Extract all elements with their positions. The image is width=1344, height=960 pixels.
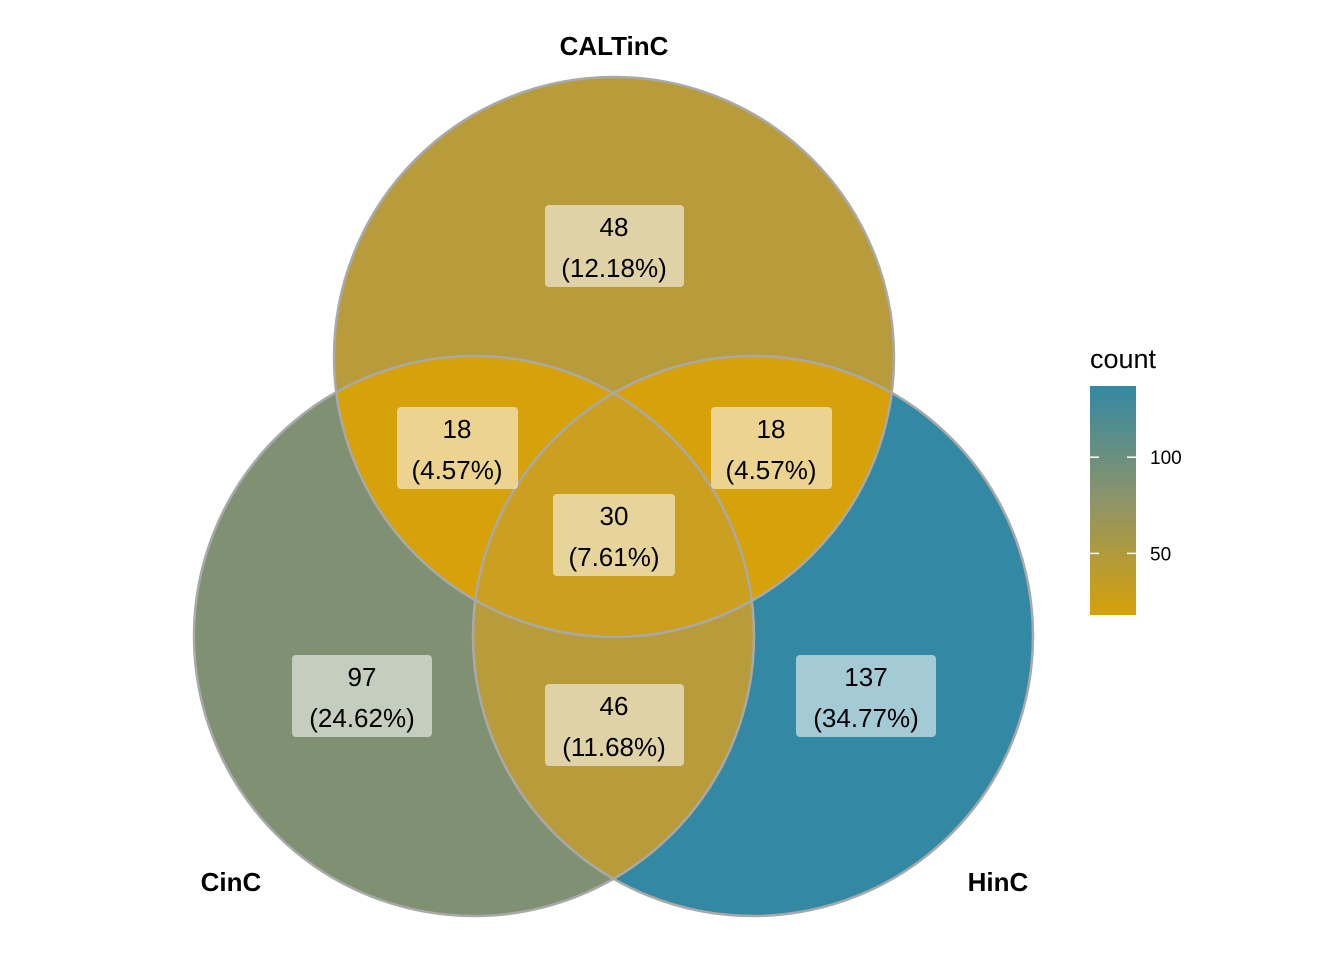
label-box: [711, 407, 832, 489]
region-count: 18: [757, 414, 786, 444]
label-box: [545, 205, 684, 287]
legend-tick-label: 50: [1150, 544, 1171, 565]
label-box: [397, 407, 518, 489]
legend-title: count: [1090, 344, 1157, 374]
label-box: [553, 494, 675, 576]
label-box: [545, 684, 684, 766]
set-label-caltinc: CALTinC: [560, 31, 669, 61]
label-cinc-hinc: 46 (11.68%): [545, 684, 684, 766]
region-percent: (34.77%): [813, 703, 919, 733]
label-box: [292, 655, 432, 737]
label-box: [796, 655, 936, 737]
region-count: 18: [443, 414, 472, 444]
label-all-three: 30 (7.61%): [553, 494, 675, 576]
legend-tick-label: 100: [1150, 448, 1182, 469]
set-label-cinc: CinC: [201, 867, 262, 897]
label-caltinc-only: 48 (12.18%): [545, 205, 684, 287]
label-caltinc-cinc: 18 (4.57%): [397, 407, 518, 489]
outline-cinc: [192, 354, 756, 918]
set-label-hinc: HinC: [968, 867, 1029, 897]
outline-hinc: [471, 354, 1035, 918]
region-count: 48: [600, 212, 629, 242]
region-percent: (12.18%): [561, 253, 667, 283]
region-percent: (4.57%): [411, 455, 502, 485]
label-hinc-only: 137 (34.77%): [796, 655, 936, 737]
region-count: 30: [600, 501, 629, 531]
region-percent: (24.62%): [309, 703, 415, 733]
label-caltinc-hinc: 18 (4.57%): [711, 407, 832, 489]
set-outlines: [192, 75, 1035, 918]
region-percent: (11.68%): [562, 732, 666, 762]
region-count: 97: [348, 662, 377, 692]
label-cinc-only: 97 (24.62%): [292, 655, 432, 737]
region-percent: (4.57%): [725, 455, 816, 485]
region-count: 137: [844, 662, 887, 692]
legend: count 50 100: [1090, 344, 1182, 615]
region-labels: 48 (12.18%) 18 (4.57%) 18 (4.57%) 30 (7.…: [292, 205, 936, 766]
region-percent: (7.61%): [568, 542, 659, 572]
legend-colorbar: [1090, 386, 1136, 615]
outline-caltinc: [332, 75, 896, 639]
legend-ticks: 50 100: [1090, 448, 1182, 565]
region-count: 46: [600, 691, 629, 721]
